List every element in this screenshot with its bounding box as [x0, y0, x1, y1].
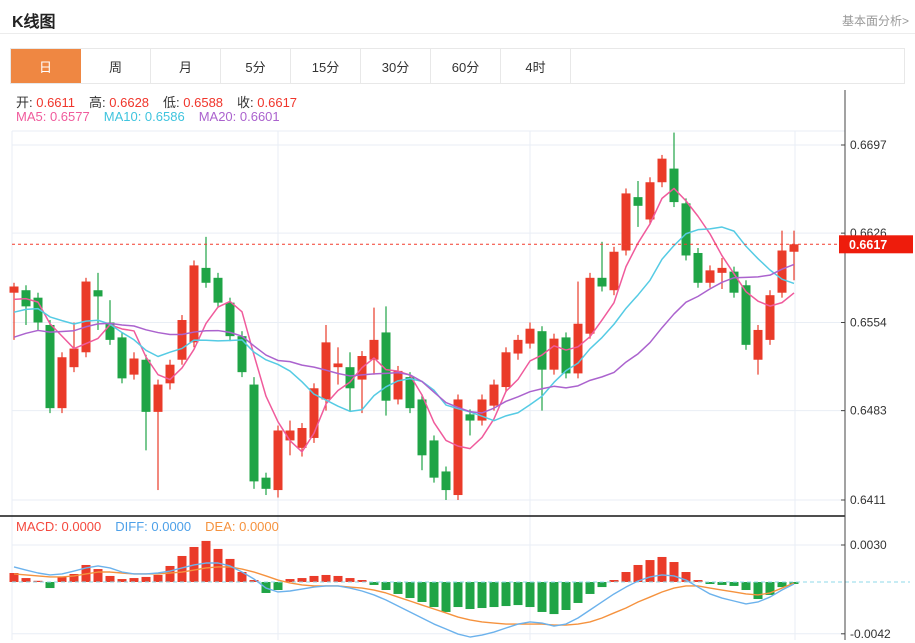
ma20-line	[13, 263, 795, 414]
indicator-value: MA10: 0.6586	[103, 109, 185, 124]
ma5-line	[13, 187, 795, 453]
diff-line	[13, 562, 795, 638]
tab-15min[interactable]: 15分	[291, 49, 361, 83]
page-title: K线图	[12, 14, 56, 31]
tab-5min[interactable]: 5分	[221, 49, 291, 83]
price-axis-label: 0.6554	[850, 316, 887, 330]
ma-info-row: MA5: 0.6577 MA10: 0.6586 MA20: 0.6601	[16, 109, 294, 124]
indicator-value: 开: 0.6611	[16, 95, 76, 110]
price-axis-label: 0.6411	[850, 493, 886, 507]
indicator-value: DIFF: 0.0000	[115, 519, 192, 534]
tab-30min[interactable]: 30分	[361, 49, 431, 83]
tab-day[interactable]: 日	[11, 49, 81, 83]
candles-layer	[9, 132, 799, 500]
tab-60min[interactable]: 60分	[431, 49, 501, 83]
indicator-value: MACD: 0.0000	[16, 519, 102, 534]
macd-info-row: MACD: 0.0000 DIFF: 0.0000 DEA: 0.0000	[16, 519, 293, 534]
axis-labels-layer: 0.66970.66260.65540.64830.64110.0030-0.0…	[841, 138, 891, 641]
tab-month[interactable]: 月	[151, 49, 221, 83]
indicator-value: 收: 0.6617	[237, 95, 298, 110]
title-divider	[0, 33, 915, 34]
ohlc-info-row: 开: 0.6611 高: 0.6628 低: 0.6588 收: 0.6617	[16, 92, 311, 111]
indicator-value: MA20: 0.6601	[198, 109, 280, 124]
svg-text:0.6617: 0.6617	[849, 238, 887, 252]
price-axis-label: -0.0042	[850, 627, 891, 641]
price-axis-label: 0.6483	[850, 404, 887, 418]
ma10-line	[13, 226, 795, 422]
current-price-badge: 0.6617	[839, 235, 913, 254]
tab-week[interactable]: 周	[81, 49, 151, 83]
tab-4hour[interactable]: 4时	[501, 49, 571, 83]
indicator-value: MA5: 0.6577	[16, 109, 90, 124]
indicator-value: 低: 0.6588	[163, 95, 224, 110]
interval-tab-bar: 日周月 5分 15分 30分 60分 4时	[10, 48, 905, 84]
price-axis-label: 0.6697	[850, 138, 887, 152]
indicator-value: 高: 0.6628	[89, 95, 150, 110]
price-axis-label: 0.0030	[850, 538, 887, 552]
fundamental-analysis-link[interactable]: 基本面分析>	[841, 14, 909, 28]
indicator-value: DEA: 0.0000	[205, 519, 279, 534]
